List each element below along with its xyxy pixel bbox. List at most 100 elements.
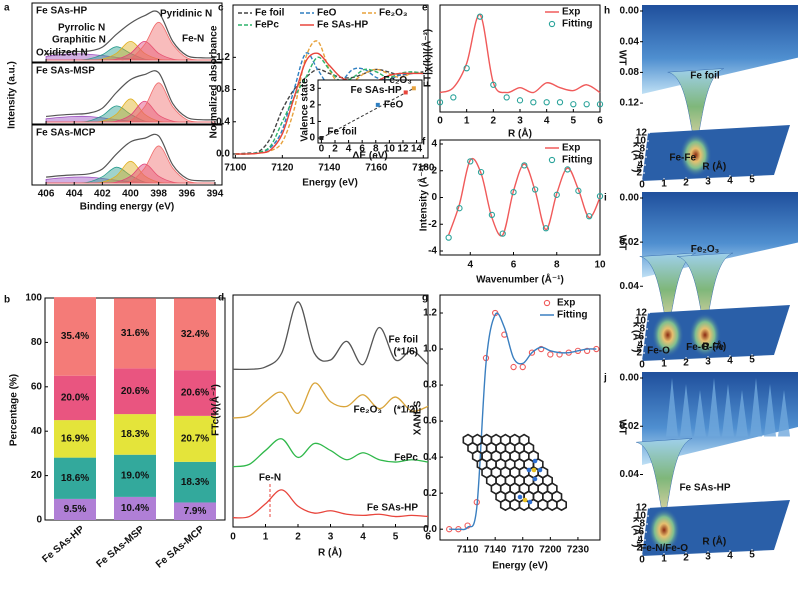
legend-label: Fitting [557,310,588,321]
value-label: 20.6% [181,388,209,399]
k-tick-label: 10 [635,316,647,327]
point-label: Fe foil [327,127,357,138]
fit-line [321,87,415,139]
data-point [467,158,474,165]
data-point [556,351,563,358]
axis-frame [31,2,223,63]
z-axis-label: WT [616,235,627,251]
data-line [46,70,215,121]
x-tick-label: 5 [393,532,399,543]
wt-tick-label: 0.04 [620,281,640,292]
r-axis-label: R (Å) [702,160,726,173]
x-tick-label: 7140 [318,163,341,174]
x-tick-label: 3 [328,532,334,543]
panel-label: f [422,137,426,148]
panel-title: Fe₂O₃ [691,244,720,255]
panel-label: j [603,373,607,384]
axis-frame [232,4,429,159]
data-point [596,193,604,200]
data-point [547,351,554,358]
value-label: 7.9% [184,506,207,517]
y-tick-label: 1 [309,116,315,127]
data-point [490,81,497,88]
k-tick-label: 4 [637,535,643,546]
wt-floor [642,125,790,181]
k-tick-label: 6 [638,152,644,163]
atom [532,476,538,482]
r-tick-label: 0 [639,360,645,371]
bar-segment [54,297,96,376]
data-point [488,211,496,219]
k-tick-label: 4 [637,340,643,351]
value-label: 20.6% [121,386,149,397]
x-tick-label: 0 [230,532,236,543]
value-label: 18.6% [61,473,89,484]
value-label: 32.4% [181,329,209,340]
k-tick-label: 2 [636,168,642,179]
data-point [553,191,560,198]
r-tick-label: 1 [661,554,667,565]
x-tick-label: 396 [178,189,195,200]
r-tick-label: 2 [683,553,689,564]
data-point [531,186,539,193]
series-scale: (*1/6) [394,347,418,358]
y-tick-label: 0.8 [423,380,437,391]
r-tick-label: 3 [705,177,711,188]
inset-point [411,86,416,91]
peak-label: Fe-Fe [669,152,696,163]
k-tick-label: 8 [639,144,645,155]
bar-segment [114,414,156,455]
x-tick-label: Fe SAs-MSP [94,524,146,570]
r-tick-label: 2 [683,178,689,189]
x-tick-label: 8 [554,260,560,271]
wt-ridge [666,378,678,437]
bar-segment [54,375,96,421]
series-label: Fe₂O₃ [353,405,382,416]
r-tick-label: 5 [749,355,755,366]
x-tick-label: 4 [544,116,550,127]
x-tick-label: 7200 [539,545,562,556]
legend-label: Fitting [562,19,593,30]
x-tick-label: 7180 [412,163,435,174]
wt-surface [642,5,798,94]
y-tick-label: 60 [31,381,43,392]
series-scale: (*1/2) [394,405,418,416]
component-label: Fe-N [182,34,204,45]
r-tick-label: 4 [727,551,733,562]
wt-tick-label: 0.04 [620,36,640,47]
y-axis-label: XANES [413,400,424,435]
y-tick-label: 0.0 [216,149,230,160]
data-line [45,10,215,59]
component-label: Graphitic N [52,35,106,46]
wt-ridge [750,378,762,437]
x-tick-label: 4 [360,532,366,543]
x-axis-label: Energy (eV) [492,561,548,572]
y-tick-label: 2 [431,165,437,176]
data-point [575,187,582,194]
x-tick-label: 2 [295,532,301,543]
x-tick-label: 1 [464,116,470,127]
wt-ridge [778,390,790,437]
point-label: Fe SAs-HP [351,85,402,96]
hexagon [499,498,511,512]
y-tick-label: 0.0 [423,524,437,535]
data-line [235,52,424,155]
k-tick-label: 10 [635,136,647,147]
wt-floor [642,500,790,556]
r-tick-label: 4 [727,176,733,187]
x-tick-label: 404 [66,189,83,200]
data-point [463,65,470,72]
k-tick-label: 6 [638,332,644,343]
legend-label: FeO [317,8,337,19]
series-label: FePc [394,453,418,464]
data-point [450,94,457,101]
data-line [232,489,429,519]
value-label: 10.4% [121,503,149,514]
x-tick-label: 8 [373,144,379,155]
r-tick-label: 5 [749,175,755,186]
x-tick-label: 3 [517,116,523,127]
wt-spot [679,133,712,177]
data-point [583,347,591,354]
y-tick-label: 0.4 [216,116,230,127]
